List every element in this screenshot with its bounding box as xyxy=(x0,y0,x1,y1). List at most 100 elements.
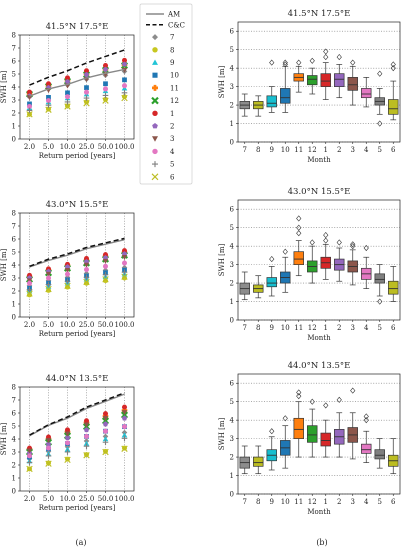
legend-label: 2 xyxy=(170,123,174,131)
y-tick-label: 1 xyxy=(230,120,234,128)
x-tick-label: 9 xyxy=(270,498,274,506)
box-iqr xyxy=(307,75,318,86)
data-point-month-5 xyxy=(121,269,128,275)
y-tick-label: 7 xyxy=(12,44,16,52)
y-tick-label: 6 xyxy=(12,235,17,243)
data-point-month-2 xyxy=(121,415,128,421)
y-axis-label: SWH [m] xyxy=(218,66,226,99)
y-tick-label: 8 xyxy=(12,209,16,217)
y-tick-label: 3 xyxy=(12,96,16,104)
panel-label-b: (b) xyxy=(316,538,327,547)
box-iqr xyxy=(334,73,345,87)
box-month-5 xyxy=(374,438,385,469)
panel-title: 44.0°N 13.5°E xyxy=(288,361,351,371)
box-month-5 xyxy=(374,70,385,127)
data-point-month-3 xyxy=(45,438,52,444)
plot-frame xyxy=(237,373,401,495)
box-iqr xyxy=(388,99,399,115)
box-month-11 xyxy=(293,389,304,458)
data-point-month-4 xyxy=(64,94,71,100)
x-tick-label: 10 xyxy=(281,324,290,332)
data-point-month-6 xyxy=(121,94,128,102)
y-tick-label: 0 xyxy=(230,490,234,498)
box-iqr xyxy=(293,251,304,265)
flier xyxy=(377,70,383,77)
data-point-month-1 xyxy=(64,75,71,81)
flier xyxy=(363,244,369,252)
x-tick-label: 1 xyxy=(324,324,328,332)
y-tick-label: 7 xyxy=(12,396,16,404)
x-tick-label: 2.0 xyxy=(24,321,35,329)
flier xyxy=(336,239,342,246)
line-am xyxy=(29,68,125,97)
flier xyxy=(282,59,288,66)
x-tick-label: 9 xyxy=(270,324,274,332)
data-point-month-3 xyxy=(64,431,71,437)
legend-label: 11 xyxy=(170,84,179,92)
x-tick-label: 2 xyxy=(337,324,341,332)
y-tick-label: 4 xyxy=(230,65,235,73)
data-point-month-2 xyxy=(64,434,71,440)
data-point-month-4 xyxy=(83,89,90,95)
legend-marker-month-3 xyxy=(152,136,158,142)
data-point-month-5 xyxy=(102,271,109,278)
legend-marker-month-8 xyxy=(152,47,158,53)
data-point-month-1 xyxy=(121,404,128,410)
flier xyxy=(336,54,342,61)
x-tick-label: 7 xyxy=(243,498,247,506)
flier xyxy=(363,417,369,424)
data-point-month-10 xyxy=(46,95,51,100)
x-tick-label: 5.0 xyxy=(43,495,54,503)
y-tick-label: 2 xyxy=(230,101,234,109)
y-tick-label: 2 xyxy=(12,109,16,117)
data-point-month-5 xyxy=(64,99,71,105)
data-point-month-3 xyxy=(121,254,128,260)
legend-marker-month-2 xyxy=(152,123,158,129)
x-tick-label: 6 xyxy=(391,324,396,332)
data-point-month-8 xyxy=(45,287,52,293)
box-iqr xyxy=(266,95,277,108)
legend-box xyxy=(139,3,193,185)
x-tick-label: 6 xyxy=(391,146,396,154)
x-tick-label: 4 xyxy=(364,498,369,506)
x-axis-label: Return period [years] xyxy=(39,152,116,160)
x-tick-label: 10.0 xyxy=(60,321,76,329)
flier xyxy=(350,387,356,394)
y-tick-label: 4 xyxy=(12,435,17,443)
box-month-10 xyxy=(280,59,291,113)
plot-frame xyxy=(237,199,401,321)
data-point-month-8 xyxy=(102,96,109,102)
legend-marker-month-4 xyxy=(152,148,158,155)
x-tick-label: 7 xyxy=(243,146,247,154)
y-tick-label: 5 xyxy=(230,224,234,232)
box-month-12 xyxy=(307,57,318,95)
data-point-month-6 xyxy=(83,100,90,107)
y-tick-label: 4 xyxy=(230,417,235,425)
data-point-month-3 xyxy=(102,415,109,421)
data-point-month-1 xyxy=(102,252,109,258)
box-month-8 xyxy=(253,95,264,117)
panel-title: 43.0°N 15.5°E xyxy=(46,200,109,210)
scatter-panel-1: 0 1 2 3 4 5 6 7 8 2.0 5.0 10.0 25.0 50.0 100.0 41.5°N 1… xyxy=(0,22,135,160)
legend-label: 6 xyxy=(170,173,175,181)
data-point-month-7 xyxy=(45,277,52,284)
data-point-month-6 xyxy=(26,465,33,473)
flier xyxy=(350,59,356,66)
line-am xyxy=(29,238,125,268)
y-tick-label: 0 xyxy=(230,316,234,324)
data-point-month-5 xyxy=(102,439,109,446)
y-tick-label: 3 xyxy=(12,448,16,456)
data-point-month-1 xyxy=(102,411,109,417)
box-month-2 xyxy=(334,396,345,458)
box-month-2 xyxy=(334,239,345,282)
box-iqr xyxy=(280,88,291,104)
data-point-month-8 xyxy=(26,292,33,298)
legend-label: 4 xyxy=(170,148,175,156)
data-point-month-5 xyxy=(121,435,128,442)
data-point-month-4 xyxy=(45,275,52,281)
legend-marker-month-12 xyxy=(151,96,159,105)
x-tick-label: 7 xyxy=(243,324,247,332)
data-point-month-4 xyxy=(83,267,90,273)
data-point-month-3 xyxy=(121,410,128,416)
line-cc xyxy=(29,392,125,436)
